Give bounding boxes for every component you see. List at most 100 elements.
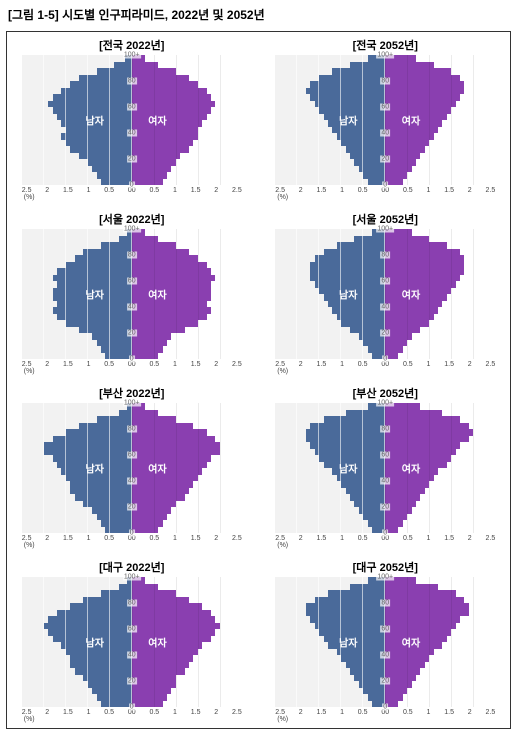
male-bar bbox=[101, 179, 132, 186]
x-tick: 1.5 bbox=[191, 535, 201, 542]
x-tick: 1.5 bbox=[444, 361, 454, 368]
x-tick: 0.5 bbox=[104, 187, 114, 194]
x-tick: 2 bbox=[45, 361, 49, 368]
y-tick: 0 bbox=[129, 704, 135, 711]
y-tick: 100+ bbox=[376, 400, 394, 407]
x-tick: 2 bbox=[299, 709, 303, 716]
x-tick: 1 bbox=[87, 361, 91, 368]
pyramid-chart: 남자여자020406080100+ bbox=[22, 229, 242, 359]
x-tick: 0.5 bbox=[403, 709, 413, 716]
x-tick: 0.5 bbox=[358, 187, 368, 194]
male-half: 남자 bbox=[22, 403, 132, 533]
y-tick: 0 bbox=[382, 356, 388, 363]
y-tick: 20 bbox=[127, 678, 137, 685]
y-tick: 40 bbox=[380, 304, 390, 311]
male-label: 남자 bbox=[339, 113, 357, 128]
x-tick: 1.5 bbox=[63, 535, 73, 542]
x-tick: 2.5 bbox=[275, 535, 285, 542]
y-tick: 60 bbox=[127, 278, 137, 285]
x-tick: 0.5 bbox=[149, 187, 159, 194]
male-half: 남자 bbox=[275, 55, 385, 185]
female-bar bbox=[132, 701, 163, 708]
x-tick: 2.5 bbox=[232, 709, 242, 716]
y-tick: 60 bbox=[380, 452, 390, 459]
x-tick: 1.5 bbox=[63, 709, 73, 716]
pyramid-cell: [대구 2052년]남자여자020406080100+2.521.510.500… bbox=[269, 559, 503, 723]
x-tick: 1.5 bbox=[317, 709, 327, 716]
x-tick: 1.5 bbox=[191, 361, 201, 368]
y-tick: 80 bbox=[127, 252, 137, 259]
x-tick: 2 bbox=[299, 187, 303, 194]
y-tick: 80 bbox=[380, 426, 390, 433]
female-label: 여자 bbox=[148, 287, 166, 302]
y-tick: 60 bbox=[127, 626, 137, 633]
male-half: 남자 bbox=[22, 577, 132, 707]
y-tick: 0 bbox=[129, 182, 135, 189]
y-tick: 20 bbox=[127, 156, 137, 163]
y-tick: 40 bbox=[380, 478, 390, 485]
x-tick: 2.5 bbox=[486, 361, 496, 368]
y-tick: 80 bbox=[127, 426, 137, 433]
pyramid-cell: [부산 2022년]남자여자020406080100+2.521.510.500… bbox=[15, 385, 249, 549]
chart-grid: [전국 2022년]남자여자020406080100+2.521.510.500… bbox=[6, 31, 511, 729]
male-half: 남자 bbox=[275, 229, 385, 359]
y-tick: 0 bbox=[382, 530, 388, 537]
y-tick: 40 bbox=[127, 478, 137, 485]
x-tick: 0.5 bbox=[358, 361, 368, 368]
y-tick: 80 bbox=[380, 252, 390, 259]
pyramid-cell: [대구 2022년]남자여자020406080100+2.521.510.500… bbox=[15, 559, 249, 723]
x-unit: (%) bbox=[275, 194, 495, 201]
male-label: 남자 bbox=[86, 461, 104, 476]
y-tick: 100+ bbox=[123, 400, 141, 407]
x-tick: 0.5 bbox=[104, 709, 114, 716]
x-unit: (%) bbox=[22, 194, 242, 201]
x-tick: 1.5 bbox=[444, 187, 454, 194]
x-tick: 1.5 bbox=[191, 187, 201, 194]
x-tick: 1.5 bbox=[317, 535, 327, 542]
y-tick: 40 bbox=[380, 130, 390, 137]
pyramid-chart: 남자여자020406080100+ bbox=[22, 577, 242, 707]
x-tick: 1 bbox=[427, 187, 431, 194]
y-tick: 100+ bbox=[376, 574, 394, 581]
x-tick: 2.5 bbox=[486, 709, 496, 716]
y-tick: 60 bbox=[380, 278, 390, 285]
x-tick: 1 bbox=[87, 535, 91, 542]
male-label: 남자 bbox=[339, 461, 357, 476]
x-tick: 2 bbox=[468, 361, 472, 368]
x-unit: (%) bbox=[275, 368, 495, 375]
female-half: 여자 bbox=[132, 229, 242, 359]
x-tick: 2.5 bbox=[22, 709, 32, 716]
y-tick: 20 bbox=[380, 156, 390, 163]
female-label: 여자 bbox=[148, 461, 166, 476]
x-tick: 1.5 bbox=[444, 709, 454, 716]
y-tick: 40 bbox=[127, 304, 137, 311]
male-label: 남자 bbox=[86, 635, 104, 650]
x-tick: 0.5 bbox=[403, 535, 413, 542]
x-tick: 2 bbox=[214, 535, 218, 542]
x-unit: (%) bbox=[22, 716, 242, 723]
x-tick: 1 bbox=[173, 187, 177, 194]
x-tick: 1 bbox=[173, 361, 177, 368]
x-tick: 1.5 bbox=[444, 535, 454, 542]
x-unit: (%) bbox=[275, 716, 495, 723]
pyramid-chart: 남자여자020406080100+ bbox=[275, 577, 495, 707]
female-label: 여자 bbox=[402, 113, 420, 128]
y-tick: 40 bbox=[127, 652, 137, 659]
female-label: 여자 bbox=[148, 113, 166, 128]
male-bar bbox=[101, 701, 132, 708]
x-tick: 1 bbox=[340, 187, 344, 194]
male-bar bbox=[105, 527, 131, 534]
x-tick: 2 bbox=[299, 535, 303, 542]
x-tick: 2.5 bbox=[486, 187, 496, 194]
female-half: 여자 bbox=[385, 55, 495, 185]
x-tick: 1 bbox=[87, 709, 91, 716]
x-tick: 2 bbox=[214, 361, 218, 368]
y-tick: 80 bbox=[380, 78, 390, 85]
y-tick: 40 bbox=[127, 130, 137, 137]
y-tick: 100+ bbox=[123, 226, 141, 233]
female-half: 여자 bbox=[385, 403, 495, 533]
pyramid-chart: 남자여자020406080100+ bbox=[22, 55, 242, 185]
pyramid-cell: [서울 2052년]남자여자020406080100+2.521.510.500… bbox=[269, 211, 503, 375]
y-tick: 100+ bbox=[123, 574, 141, 581]
pyramid-cell: [부산 2052년]남자여자020406080100+2.521.510.500… bbox=[269, 385, 503, 549]
